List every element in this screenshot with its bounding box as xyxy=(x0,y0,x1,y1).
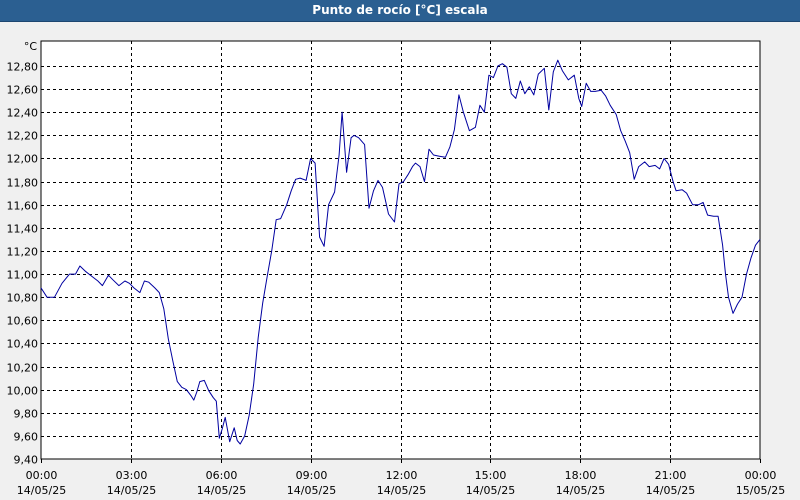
y-tick-label: 10,80 xyxy=(7,292,39,305)
y-tick-label: 12,40 xyxy=(7,107,39,120)
y-tick-label: 12,60 xyxy=(7,84,39,97)
y-tick-label: 12,00 xyxy=(7,153,39,166)
x-tick-date: 15/05/25 xyxy=(736,484,785,497)
plot-area xyxy=(41,41,760,459)
x-tick-time: 15:00 xyxy=(475,469,507,482)
y-tick-label: 11,20 xyxy=(7,246,39,259)
x-tick-date: 14/05/25 xyxy=(197,484,246,497)
x-tick-time: 00:00 xyxy=(26,469,58,482)
y-tick-label: 10,40 xyxy=(7,338,39,351)
y-tick-label: 12,20 xyxy=(7,130,39,143)
y-tick-label: 9,60 xyxy=(14,431,39,444)
x-tick-date: 14/05/25 xyxy=(646,484,695,497)
x-tick-date: 14/05/25 xyxy=(287,484,336,497)
x-tick-date: 14/05/25 xyxy=(377,484,426,497)
y-tick-label: 10,60 xyxy=(7,315,39,328)
x-tick-date: 14/05/25 xyxy=(17,484,66,497)
x-tick-time: 21:00 xyxy=(655,469,687,482)
y-tick-label: 11,80 xyxy=(7,177,39,190)
y-tick-label: 9,80 xyxy=(14,408,39,421)
x-tick-time: 00:00 xyxy=(745,469,777,482)
x-tick-date: 14/05/25 xyxy=(466,484,515,497)
y-tick-label: 10,20 xyxy=(7,362,39,375)
x-tick-time: 09:00 xyxy=(296,469,328,482)
x-tick-date: 14/05/25 xyxy=(556,484,605,497)
x-tick-time: 03:00 xyxy=(116,469,148,482)
x-tick-time: 06:00 xyxy=(206,469,238,482)
y-tick-label: 10,00 xyxy=(7,385,39,398)
y-tick-label: 11,40 xyxy=(7,223,39,236)
y-tick-label: 9,40 xyxy=(14,454,39,467)
x-tick-time: 12:00 xyxy=(386,469,418,482)
y-tick-label: 11,60 xyxy=(7,200,39,213)
x-tick-time: 18:00 xyxy=(565,469,597,482)
y-tick-label: 12,80 xyxy=(7,61,39,74)
x-tick-date: 14/05/25 xyxy=(107,484,156,497)
y-tick-label: 11,00 xyxy=(7,269,39,282)
y-axis-unit-label: °C xyxy=(24,40,38,53)
